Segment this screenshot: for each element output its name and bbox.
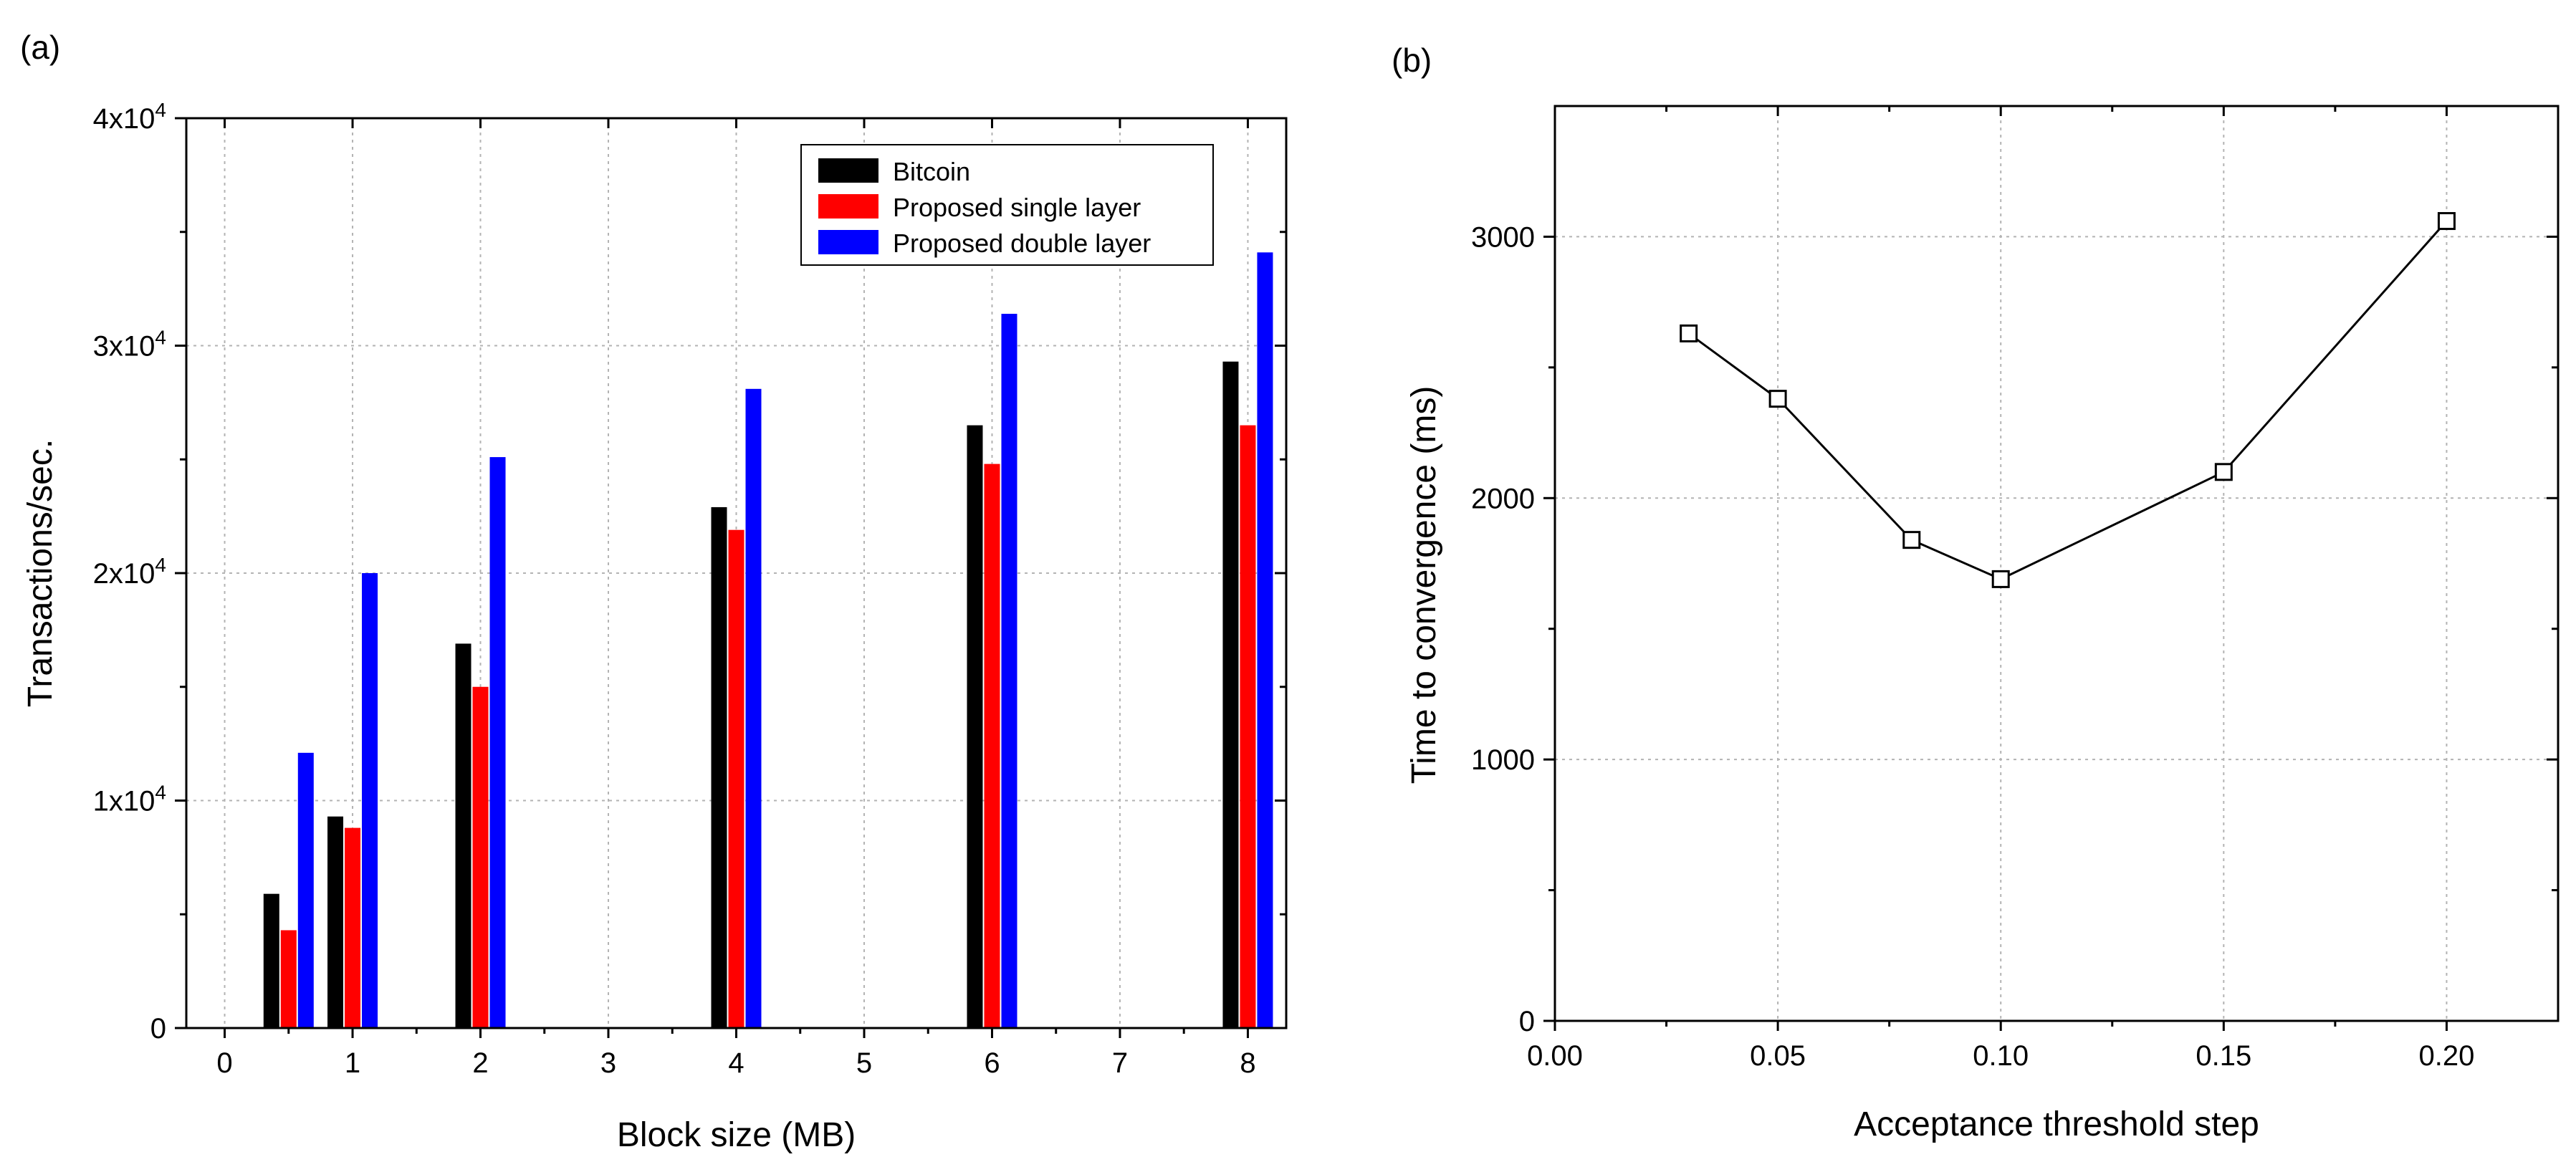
x-tick-label: 2: [472, 1047, 488, 1079]
bar-proposed-double-layer: [1001, 314, 1018, 1028]
data-point-marker: [1902, 531, 1921, 549]
y-tick-mantissa: 2x10: [93, 558, 155, 590]
y-tick-mantissa: 1x10: [93, 786, 155, 817]
bar-bitcoin: [455, 643, 471, 1028]
bar-proposed-double-layer: [489, 457, 506, 1028]
legend-swatch: [818, 230, 878, 254]
bar-proposed-single-layer: [1240, 425, 1256, 1028]
y-tick-label: 0: [1519, 1006, 1535, 1037]
data-point-marker: [1680, 324, 1698, 342]
panel-label-b: (b): [1392, 42, 1432, 79]
bar-proposed-single-layer: [472, 686, 489, 1028]
y-tick-label: 0: [150, 1013, 166, 1045]
data-point-marker: [2437, 212, 2456, 231]
x-tick-label: 8: [1240, 1047, 1255, 1079]
y-tick-label: 3x104: [93, 327, 166, 362]
bar-proposed-double-layer: [745, 388, 762, 1028]
bar-proposed-double-layer: [297, 752, 314, 1028]
y-tick-exponent: 4: [155, 99, 166, 121]
x-tick-label: 4: [728, 1047, 744, 1079]
x-tick-label: 0.05: [1750, 1040, 1806, 1072]
y-tick-label: 1x104: [93, 782, 166, 817]
legend-swatch: [818, 194, 878, 219]
legend-label: Bitcoin: [893, 157, 970, 186]
x-tick-label: 0: [216, 1047, 232, 1079]
y-tick-mantissa: 4x10: [93, 103, 155, 135]
legend-label: Proposed single layer: [893, 193, 1141, 222]
data-point-marker: [1768, 390, 1787, 408]
bar-proposed-single-layer: [280, 930, 297, 1028]
legend: Bitcoin Proposed single layer Proposed dou…: [800, 144, 1214, 266]
x-tick-label: 0.00: [1527, 1040, 1583, 1072]
x-axis-title: Block size (MB): [617, 1116, 856, 1154]
series-line: [1687, 220, 2448, 581]
bar-bitcoin: [967, 425, 983, 1028]
panel-label-a: (a): [20, 29, 60, 66]
bar-proposed-single-layer: [345, 827, 361, 1028]
bar-bitcoin: [1222, 361, 1239, 1029]
y-tick-exponent: 4: [155, 782, 166, 804]
data-point-marker: [2214, 463, 2233, 481]
y-tick-label: 1000: [1471, 744, 1535, 776]
y-tick-mantissa: 3x10: [93, 331, 155, 362]
y-tick-exponent: 4: [155, 554, 166, 576]
bar-bitcoin: [711, 506, 727, 1028]
bar-bitcoin: [327, 816, 344, 1028]
y-tick-mantissa: 0: [150, 1013, 166, 1045]
plot-frame: [1553, 105, 2560, 1022]
y-axis-title: Time to convergence (ms): [1405, 386, 1443, 784]
x-tick-label: 1: [345, 1047, 360, 1079]
bar-bitcoin: [263, 893, 279, 1028]
bar-proposed-double-layer: [1257, 252, 1273, 1029]
x-axis-title: Acceptance threshold step: [1854, 1105, 2259, 1143]
x-tick-label: 0.10: [1973, 1040, 2029, 1072]
legend-swatch: [818, 158, 878, 183]
bar-proposed-single-layer: [984, 464, 1000, 1028]
x-tick-label: 5: [856, 1047, 872, 1079]
x-tick-label: 0.20: [2419, 1040, 2475, 1072]
y-tick-exponent: 4: [155, 327, 166, 349]
x-tick-label: 0.15: [2196, 1040, 2251, 1072]
x-tick-label: 6: [984, 1047, 1000, 1079]
panel-b-line-chart: (b) 0.00 0.05 0.10 0.15 0.20 0 1000 2000 3000 Acce…: [1392, 42, 2560, 1143]
bar-proposed-single-layer: [728, 529, 744, 1028]
x-tick-label: 7: [1112, 1047, 1128, 1079]
y-tick-label: 2x104: [93, 554, 166, 590]
y-tick-label: 2000: [1471, 483, 1535, 514]
y-tick-label: 3000: [1471, 221, 1535, 253]
y-axis-title: Transactions/sec.: [21, 439, 59, 707]
bar-proposed-double-layer: [362, 573, 378, 1028]
legend-label: Proposed double layer: [893, 229, 1151, 258]
x-tick-label: 3: [600, 1047, 616, 1079]
data-point-marker: [1991, 570, 2010, 588]
y-tick-label: 4x104: [93, 99, 166, 135]
